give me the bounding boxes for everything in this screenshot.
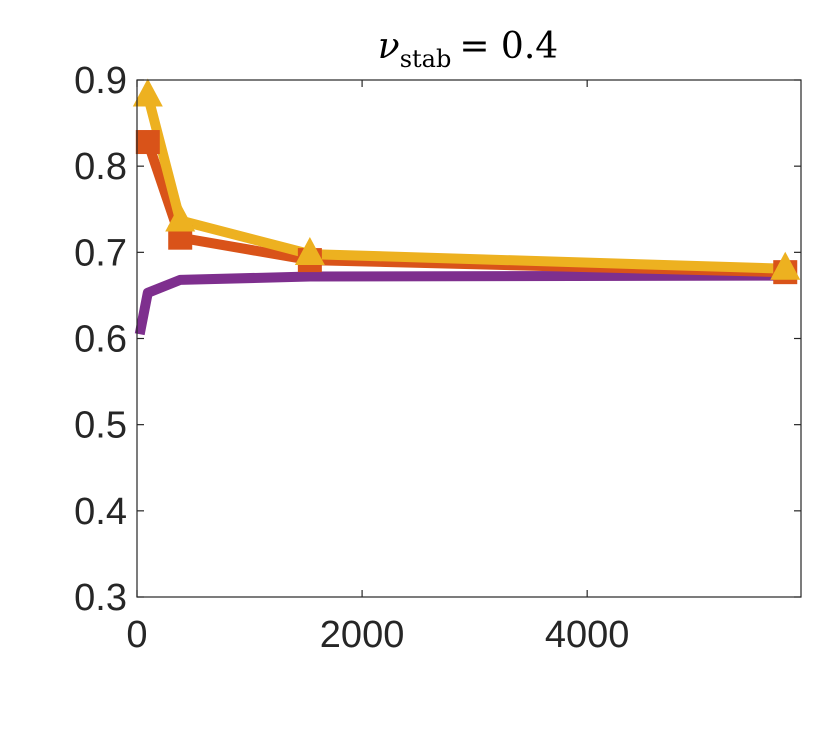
y-tick-label: 0.7 <box>74 232 127 274</box>
plot-background <box>137 80 801 597</box>
square-marker <box>135 130 160 155</box>
triangle-marker <box>165 203 196 232</box>
triangle-marker <box>132 78 163 107</box>
tick-layer: 0.3 0.4 0.5 0.6 0.7 0.8 0.9 0 2000 4000 <box>74 60 801 656</box>
y-tick-label: 0.5 <box>74 405 127 447</box>
y-tick-label: 0.3 <box>74 577 127 619</box>
y-tick-label: 0.6 <box>74 319 127 361</box>
triangle-marker <box>294 237 325 266</box>
triangle-marker <box>770 251 801 280</box>
title-subscript: stab <box>400 45 452 73</box>
series-line-1 <box>134 270 786 336</box>
series-line-3 <box>142 94 786 274</box>
title-symbol: ν <box>378 26 400 67</box>
chart-title: νstab = 0.4 <box>378 26 558 73</box>
y-tick-label: 0.4 <box>74 491 127 533</box>
y-tick-label: 0.8 <box>74 146 127 188</box>
title-relation: = 0.4 <box>459 26 558 67</box>
x-tick-label: 4000 <box>545 614 630 656</box>
x-tick-label: 2000 <box>320 614 405 656</box>
marker-layer <box>132 78 801 285</box>
y-tick-label: 0.9 <box>74 60 127 102</box>
series-layer <box>134 94 786 336</box>
x-tick-label: 0 <box>126 614 147 656</box>
